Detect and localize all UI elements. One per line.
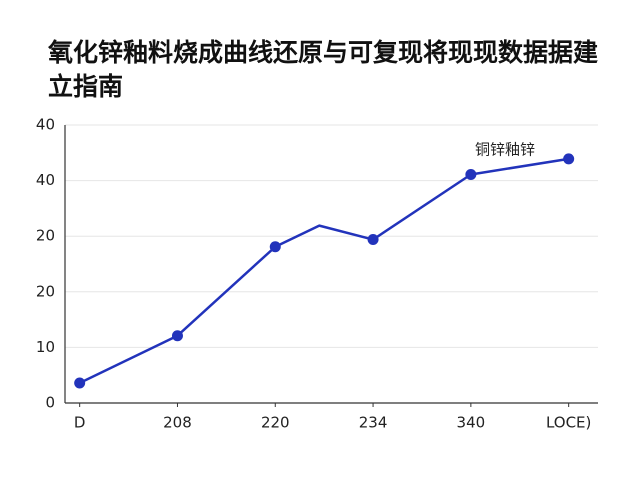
line bbox=[79, 157, 569, 385]
x-tick-label: 220 bbox=[261, 414, 290, 432]
x-tick-label: 340 bbox=[457, 414, 486, 432]
annotation: 铜锌釉锌 bbox=[475, 141, 535, 159]
point bbox=[563, 153, 575, 165]
point bbox=[74, 377, 86, 389]
x-tick-label: D bbox=[74, 414, 86, 432]
point bbox=[269, 241, 281, 253]
x-tick-label: 234 bbox=[359, 414, 388, 432]
x-tick-label: 208 bbox=[163, 414, 192, 432]
x-tick-label: LOCE) bbox=[546, 414, 591, 432]
y-tick-label: 40 bbox=[36, 116, 55, 134]
y-tick-label: 10 bbox=[36, 338, 55, 356]
y-tick-label: 40 bbox=[36, 171, 55, 189]
y-tick-label: 0 bbox=[45, 394, 55, 412]
chart-title: 氧化锌釉料烧成曲线还原与可复现将现现数据据建立指南 bbox=[48, 38, 599, 101]
point bbox=[465, 168, 477, 180]
y-tick-label: 20 bbox=[36, 282, 55, 300]
point bbox=[367, 234, 379, 246]
point bbox=[171, 330, 183, 342]
y-tick-label: 20 bbox=[36, 227, 55, 245]
